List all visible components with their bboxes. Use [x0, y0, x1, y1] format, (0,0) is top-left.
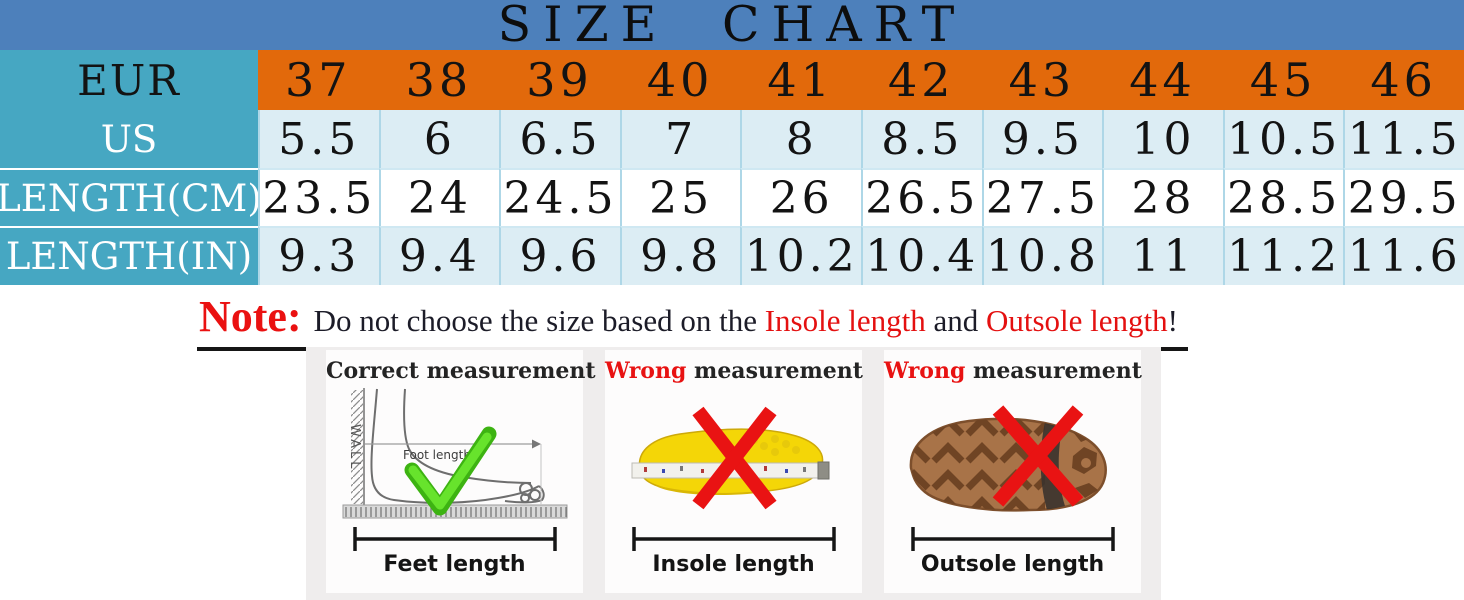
table-cell: 27.5: [981, 168, 1103, 226]
table-cell: 42: [860, 50, 982, 110]
table-cell: 37: [258, 50, 379, 110]
table-cell: 45: [1222, 50, 1344, 110]
outsole-image: [909, 405, 1107, 512]
table-cell: 29.5: [1343, 168, 1464, 226]
table-cell: 7: [619, 110, 741, 168]
ruler: [342, 504, 567, 519]
table-cell: 11.5: [1343, 110, 1464, 168]
page-title: SIZE CHART: [0, 0, 1464, 50]
row-label-length-cm: LENGTH(CM): [0, 168, 262, 226]
figure-title: Wrong measurement: [884, 358, 1142, 384]
table-cell: 9.6: [499, 226, 620, 285]
table-cell: 10.4: [860, 226, 982, 285]
row-label-us: US: [0, 110, 258, 168]
table-cell: 11.2: [1222, 226, 1344, 285]
x-icon: [992, 405, 1083, 507]
table-cell: 9.3: [258, 226, 379, 285]
figure-title: Wrong measurement: [605, 358, 863, 384]
table-cell: 10: [1102, 110, 1223, 168]
table-cell: 9.5: [981, 110, 1103, 168]
note-highlight-insole: Insole length: [764, 303, 926, 338]
table-cell: 28: [1102, 168, 1223, 226]
table-cell: 10.5: [1222, 110, 1344, 168]
table-cell: 9.4: [378, 226, 500, 285]
wall-hatching: [350, 388, 365, 505]
note-label: Note:: [199, 292, 302, 341]
table-cell: 39: [499, 50, 620, 110]
table-cell: 8.5: [860, 110, 982, 168]
table-cell: 23.5: [258, 168, 379, 226]
table-cell: 9.8: [619, 226, 741, 285]
table-cell: 46: [1343, 50, 1464, 110]
table-cell: 6: [378, 110, 500, 168]
table-cell: 6.5: [499, 110, 620, 168]
measure-line: [910, 527, 1115, 551]
x-icon: [691, 406, 777, 510]
table-cell: 26.5: [860, 168, 982, 226]
foot-measurement-diagram: WALL Foot length: [342, 388, 567, 519]
row-label-length-in: LENGTH(IN): [0, 226, 258, 285]
table-cell: 11: [1102, 226, 1223, 285]
table-cell: 40: [619, 50, 741, 110]
figure-wrong-insole: Wrong measurement: [605, 350, 863, 593]
figure-caption: Feet length: [383, 552, 526, 577]
note-text: Do not choose the size based on the: [313, 303, 765, 338]
table-cell: 26: [740, 168, 861, 226]
table-cell: 10.2: [740, 226, 861, 285]
note-line: Note: Do not choose the size based on the…: [197, 291, 1188, 351]
measurement-figures: Correct measurement WALL: [306, 347, 1161, 600]
table-cell: 38: [378, 50, 500, 110]
table-cell: 10.8: [981, 226, 1103, 285]
figure-title: Correct measurement: [326, 358, 596, 384]
table-cell: 41: [740, 50, 861, 110]
row-label-eur: EUR: [0, 50, 258, 110]
note-text: !: [1167, 303, 1178, 338]
table-cell: 11.6: [1343, 226, 1464, 285]
table-cell: 24.5: [499, 168, 620, 226]
size-chart-table: SIZE CHART EUR 37 38 39 40 41 42 43 44 4…: [0, 0, 1464, 285]
figure-correct-measurement: Correct measurement WALL: [326, 350, 596, 593]
figure-caption: Outsole length: [920, 552, 1105, 577]
table-cell: 44: [1102, 50, 1223, 110]
measure-line: [352, 527, 557, 551]
figure-wrong-outsole: Wrong measurement: [884, 350, 1142, 593]
check-icon: [404, 426, 496, 516]
table-cell: 5.5: [258, 110, 379, 168]
measure-line: [631, 527, 836, 551]
foot-outline: [369, 388, 545, 504]
table-cell: 24: [378, 168, 500, 226]
wall-label: WALL: [347, 424, 362, 472]
table-cell: 25: [619, 168, 741, 226]
note-highlight-outsole: Outsole length: [985, 303, 1168, 338]
figure-caption: Insole length: [652, 552, 815, 577]
note-text: and: [925, 303, 986, 338]
table-cell: 8: [740, 110, 861, 168]
insole-image: [631, 406, 829, 510]
table-cell: 43: [981, 50, 1103, 110]
table-cell: 28.5: [1222, 168, 1344, 226]
foot-length-label: Foot length: [403, 448, 471, 462]
